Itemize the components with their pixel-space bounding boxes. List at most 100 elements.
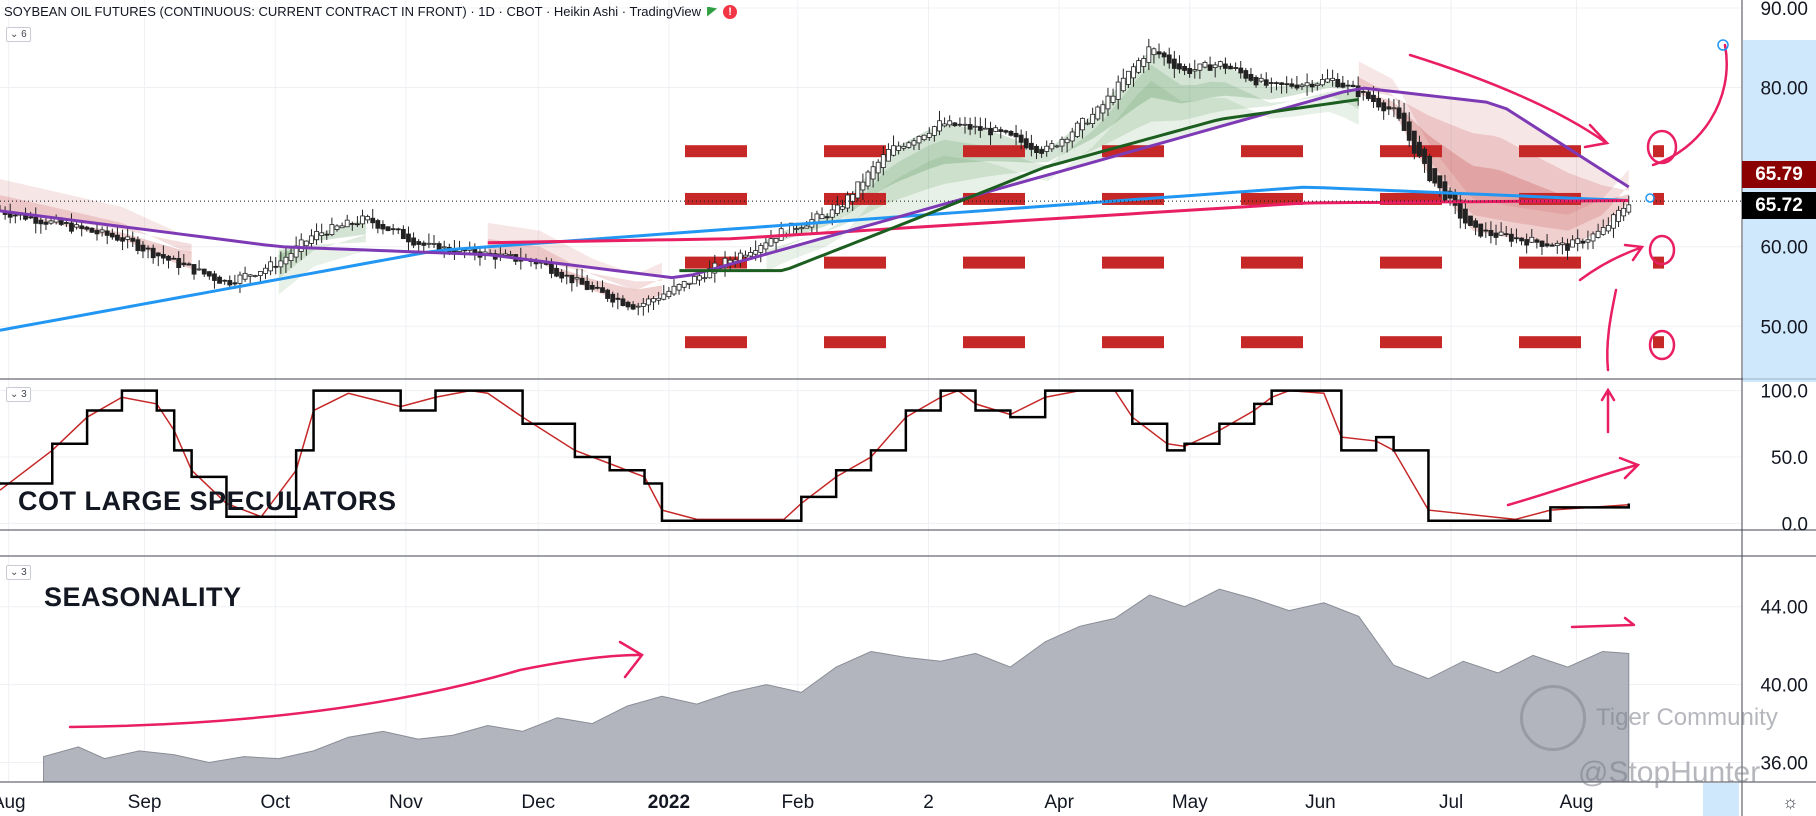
candle-body <box>942 123 947 127</box>
candle-body <box>1314 83 1320 87</box>
candle-body <box>314 231 319 241</box>
candle-body <box>1110 95 1116 103</box>
candle-body <box>1565 243 1570 251</box>
candle-body <box>1376 98 1381 108</box>
candle-body <box>416 241 422 245</box>
candle-body <box>1228 65 1233 70</box>
candle-body <box>554 268 559 277</box>
candle-body <box>681 281 687 288</box>
season-collapse-button[interactable]: ⌄ 3 <box>6 565 31 580</box>
candle-body <box>610 293 616 303</box>
candle-body <box>860 181 866 191</box>
price-tick-label: 90.00 <box>1760 0 1808 20</box>
candle-body <box>937 120 942 132</box>
candle-body <box>1253 76 1259 86</box>
annotation-circle <box>1648 234 1676 266</box>
candle-body <box>176 258 182 269</box>
candle-body <box>278 260 284 268</box>
alert-icon[interactable]: ! <box>723 4 738 19</box>
candle-body <box>886 149 891 162</box>
candle-body <box>579 277 585 285</box>
level-dash <box>1519 336 1581 349</box>
price-tick-label: 60.00 <box>1760 238 1808 259</box>
time-tick-label: Jul <box>1439 792 1463 813</box>
candle-body <box>1192 69 1198 72</box>
time-tick-label: Aug <box>0 792 26 813</box>
candle-body <box>988 127 993 136</box>
candle-body <box>1233 67 1239 69</box>
candle-body <box>697 275 702 281</box>
candle-body <box>977 126 983 131</box>
candle-body <box>1115 81 1121 100</box>
candle-body <box>1080 117 1085 131</box>
candle-body <box>1003 130 1009 133</box>
candle-body <box>288 253 294 261</box>
candle-body <box>1422 148 1427 164</box>
candle-body <box>1417 141 1422 157</box>
candle-body <box>589 285 595 290</box>
candle-body <box>1294 84 1300 89</box>
flag-icon[interactable] <box>707 6 718 17</box>
candle-body <box>1059 138 1065 147</box>
candle-body <box>1289 83 1295 87</box>
candle-body <box>926 132 932 138</box>
candle-body <box>1074 122 1080 137</box>
candle-body <box>109 232 115 238</box>
candle-body <box>1401 112 1407 131</box>
symbol-title[interactable]: SOYBEAN OIL FUTURES (CONTINUOUS: CURRENT… <box>4 4 702 19</box>
candle-body <box>1570 239 1576 248</box>
candle-body <box>1090 113 1096 124</box>
candle-body <box>380 223 386 230</box>
candle-body <box>1483 229 1489 232</box>
candle-body <box>1371 94 1376 103</box>
candle-body <box>104 230 110 236</box>
main-collapse-button[interactable]: ⌄ 6 <box>6 27 31 42</box>
candle-body <box>1105 95 1111 110</box>
candle-body <box>375 220 381 229</box>
candle-body <box>191 264 197 275</box>
seasonality-pane[interactable] <box>43 588 1630 783</box>
candle-body <box>1299 84 1305 87</box>
candle-body <box>1182 65 1187 71</box>
candle-body <box>906 142 912 148</box>
candle-body <box>1243 70 1249 79</box>
candle-body <box>74 224 79 228</box>
candle-body <box>1621 207 1627 217</box>
time-tick-label: Apr <box>1044 792 1074 813</box>
time-tick-label: Jun <box>1305 792 1336 813</box>
candle-body <box>819 214 825 220</box>
candle-body <box>834 204 840 214</box>
candle-body <box>1146 46 1152 63</box>
tiger-logo-icon <box>1520 685 1586 751</box>
candle-body <box>640 302 646 307</box>
price-pane[interactable] <box>0 38 1742 349</box>
candle-body <box>1432 168 1438 184</box>
candle-body <box>385 226 391 232</box>
candle-body <box>1575 238 1581 244</box>
cot-pane[interactable] <box>0 389 1631 522</box>
candle-body <box>952 122 958 127</box>
candle-body <box>931 126 937 136</box>
candle-body <box>1447 190 1453 199</box>
candle-body <box>1187 68 1193 74</box>
candle-body <box>1258 77 1264 82</box>
ma-ribbon <box>1358 77 1629 231</box>
candle-body <box>1064 138 1070 144</box>
candle-body <box>1131 66 1136 79</box>
moving-average-line <box>0 86 1630 280</box>
candle-body <box>441 246 447 249</box>
candle-body <box>686 282 692 285</box>
candle-body <box>1223 63 1228 69</box>
candle-body <box>691 275 697 285</box>
cot-tick-label: 100.0 <box>1760 382 1808 403</box>
candle-body <box>1202 62 1208 68</box>
cot-collapse-button[interactable]: ⌄ 3 <box>6 387 31 402</box>
candle-body <box>1605 225 1611 232</box>
candle-body <box>130 237 136 242</box>
candle-body <box>1274 82 1279 85</box>
candle-body <box>1284 83 1290 86</box>
candle-body <box>993 127 999 132</box>
candle-body <box>1462 208 1468 224</box>
level-dash <box>963 256 1025 269</box>
level-dash <box>963 145 1025 158</box>
